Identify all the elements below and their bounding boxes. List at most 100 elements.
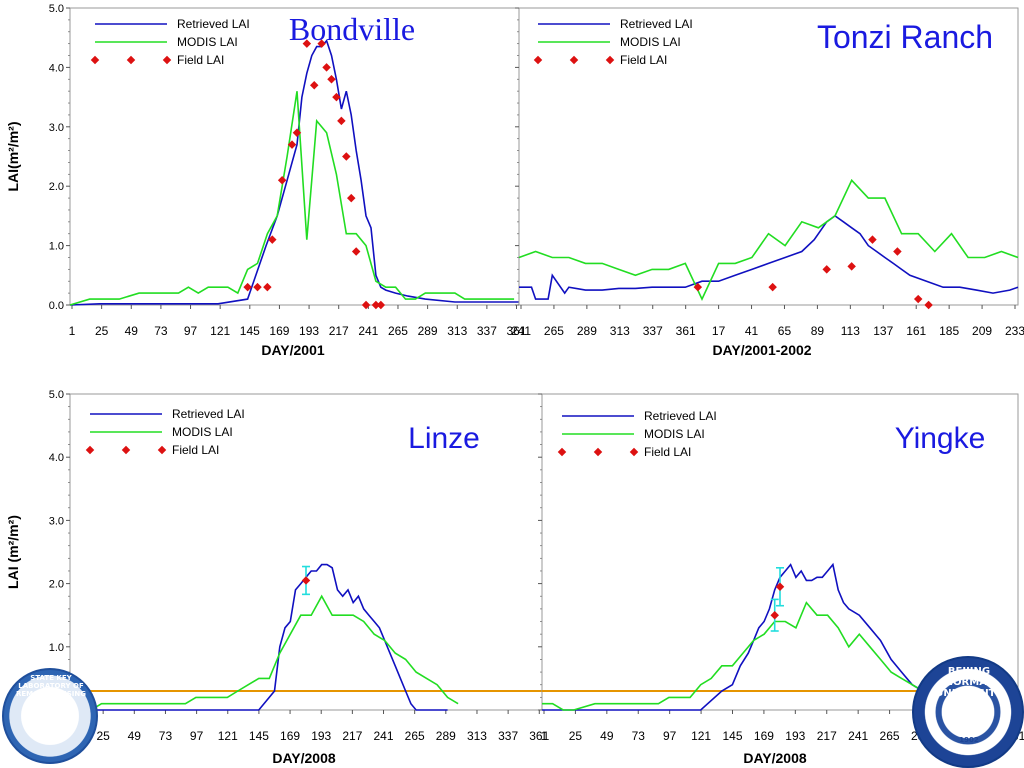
x-tick-label: 73 [154,324,168,338]
legend-swatch [157,445,167,455]
field-lai-point [263,282,272,292]
x-tick-label: 137 [873,324,893,338]
y-tick-label: 5.0 [49,389,64,401]
x-tick-label: 97 [184,324,198,338]
x-tick-label: 313 [447,324,467,338]
legend-swatch [593,447,603,457]
legend-label: Field LAI [644,445,691,459]
legend-swatch [85,445,95,455]
plot-frame [518,7,1019,306]
y-tick-label: 2.0 [49,181,64,193]
modis-lai-line [70,594,459,711]
legend-label: Retrieved LAI [172,407,245,421]
field-lai-point [768,282,777,292]
x-tick-label: 265 [388,324,408,338]
field-lai-point [847,262,856,271]
x-tick-label: 1 [69,324,76,338]
x-tick-label: 241 [511,324,531,338]
y-tick-label: 0.0 [49,300,64,312]
legend-label: Field LAI [620,53,667,67]
x-tick-label: 289 [418,324,438,338]
x-tick-label: 289 [436,729,456,743]
y-tick-label: 5.0 [49,3,64,15]
retrieved-lai-line [542,562,945,711]
x-tick-label: 145 [240,324,260,338]
field-lai-point [277,176,287,185]
field-lai-point [770,610,779,620]
x-tick-label: 145 [249,729,269,743]
x-tick-label: 25 [569,729,583,743]
x-tick-label: 185 [939,324,959,338]
x-tick-label: 161 [906,324,926,338]
x-tick-label: 89 [811,324,825,338]
y-tick-label: 3.0 [49,515,64,527]
x-tick-label: 25 [96,729,110,743]
field-lai-point [342,152,351,161]
x-tick-label: 97 [663,729,677,743]
x-tick-label: 217 [329,324,349,338]
y-tick-label: 1.0 [49,241,64,253]
legend-swatch [90,55,100,65]
x-tick-label: 313 [467,729,487,743]
chart-title: Linze [408,422,480,455]
legend-swatch [605,55,615,65]
remote-sensing-lab-logo: STATE KEY LABORATORY OF REMOTE SENSING S… [2,668,98,764]
field-lai-point [253,282,262,292]
y-axis-label: LAI(m²/m²) [5,122,21,192]
field-lai-point [376,300,386,310]
x-tick-label: 169 [269,324,289,338]
legend-label: Field LAI [177,53,224,67]
field-lai-point [924,300,933,310]
legend-swatch [126,55,136,65]
field-lai-point [292,128,302,137]
x-tick-label: 73 [632,729,646,743]
field-lai-point [371,300,381,310]
x-axis-label: DAY/2008 [743,750,807,766]
modis-lai-line [69,91,515,306]
field-lai-point [337,116,346,126]
field-lai-point [868,235,877,244]
chart-title: Bondville [289,11,415,47]
x-tick-label: 121 [218,729,238,743]
x-tick-label: 121 [691,729,711,743]
x-tick-label: 337 [643,324,663,338]
field-lai-point [243,282,252,292]
field-lai-point [361,300,371,310]
x-tick-label: 193 [299,324,319,338]
y-tick-label: 4.0 [49,62,64,74]
legend-label: MODIS LAI [620,35,681,49]
x-tick-label: 289 [577,324,597,338]
x-tick-label: 25 [95,324,109,338]
x-tick-label: 265 [405,729,425,743]
retrieved-lai-line [70,563,448,711]
x-tick-label: 49 [128,729,142,743]
field-lai-point [327,75,336,84]
legend-label: MODIS LAI [177,35,238,49]
field-lai-point [913,294,923,304]
chart-title: Tonzi Ranch [817,19,993,55]
chart-panel-tonzi-ranch: 241 265 289 313 337 361 17 41 65 89 113 137 161 185 20… [511,7,1024,358]
y-tick-label: 1.0 [49,642,64,654]
legend-swatch [569,55,579,65]
x-tick-label: 361 [529,729,549,743]
x-tick-label: 265 [880,729,900,743]
x-tick-label: 193 [785,729,805,743]
left-seal-text: STATE KEY LABORATORY OF REMOTE SENSING S… [15,674,86,706]
x-tick-label: 17 [712,324,726,338]
x-tick-label: 265 [544,324,564,338]
x-axis-label: DAY/2008 [272,750,336,766]
chart-panel-bondville: 0.0 1.0 2.0 3.0 4.0 5.0 1 25 49 73 97 121 145 169 193 2… [5,3,527,358]
beijing-normal-university-logo: BEIJING NORMAL UNIVERSITY 1902 [912,656,1024,768]
y-tick-label: 2.0 [49,579,64,591]
x-tick-label: 145 [722,729,742,743]
legend-swatch [629,447,639,457]
x-tick-label: 49 [125,324,139,338]
field-lai-point [302,39,312,48]
x-tick-label: 169 [280,729,300,743]
x-tick-label: 217 [342,729,362,743]
legend-swatch [121,445,131,455]
x-axis-label: DAY/2001 [261,342,325,358]
field-lai-point [317,39,326,48]
field-lai-point [301,576,311,585]
